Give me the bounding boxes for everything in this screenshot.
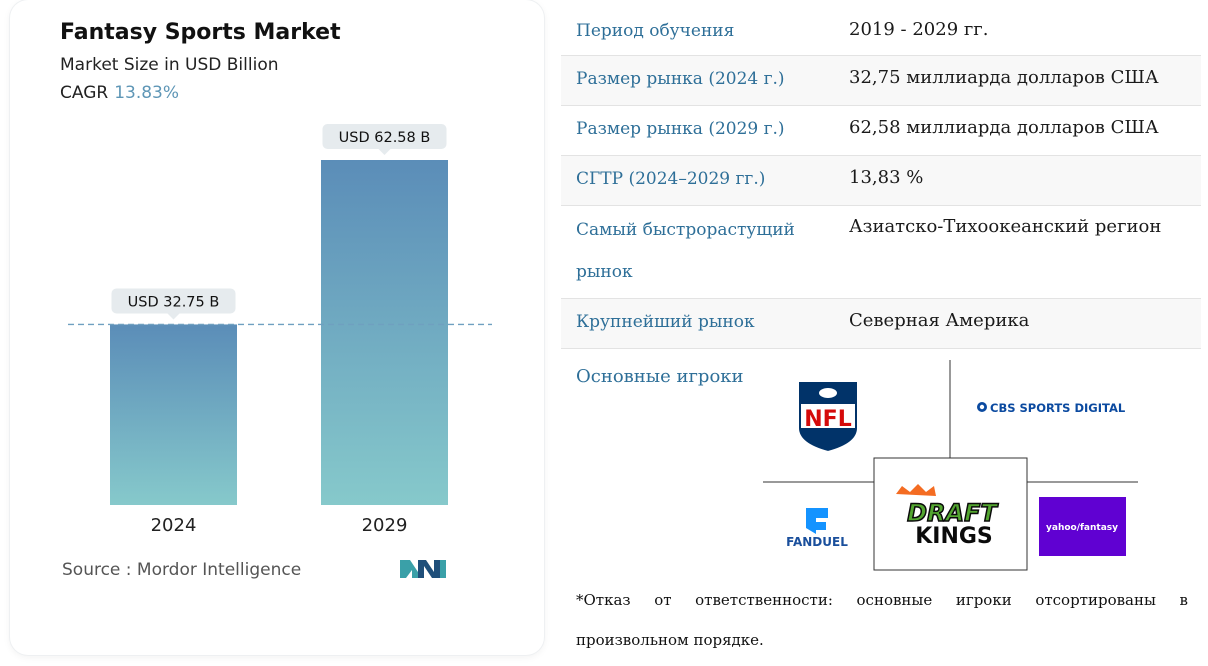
data-label-pointer — [378, 149, 391, 155]
fanduel-logo-text: FANDUEL — [786, 535, 848, 549]
cagr-label: CAGR — [60, 83, 109, 103]
spec-row: Самый быстрорастущий рынок Азиатско-Тихоо… — [561, 206, 1201, 299]
spec-key: СГТР (2024–2029 гг.) — [576, 169, 766, 189]
draftkings-logo-bottom: KINGS — [915, 524, 993, 549]
disclaimer: *Отказ от ответственности: основные игро… — [576, 591, 1188, 649]
spec-key: Размер рынка (2024 г.) — [576, 69, 785, 89]
chart-subtitle: Market Size in USD Billion — [60, 55, 279, 75]
cbs-logo-text: CBS SPORTS DIGITAL — [990, 401, 1126, 415]
market-chart-card — [10, 0, 544, 655]
key-players-label: Основные игроки — [576, 366, 744, 387]
spec-row: Размер рынка (2029 г.) 62,58 миллиарда до… — [561, 106, 1201, 156]
data-label: USD 32.75 B — [128, 294, 220, 310]
source-text: Source : Mordor Intelligence — [62, 560, 302, 580]
spec-row: Период обучения 2019 - 2029 гг. — [561, 8, 1201, 56]
market-specs-table: Период обучения 2019 - 2029 гг. Размер рын… — [561, 8, 1201, 349]
draftkings-logo-top: DRAFT — [907, 499, 998, 527]
bar-chart: USD 32.75 B 2024 USD 62.58 B 2029 — [68, 124, 492, 536]
mordor-intelligence-logo — [400, 560, 446, 578]
yahoo-logo-text: yahoo/fantasy — [1046, 523, 1118, 533]
spec-row: Крупнейший рынок Северная Америка — [561, 299, 1201, 349]
spec-value: 2019 - 2029 гг. — [849, 19, 989, 40]
spec-key: Крупнейший рынок — [576, 312, 755, 332]
spec-value: 32,75 миллиарда долларов США — [849, 67, 1159, 88]
cagr: CAGR 13.83% — [60, 83, 179, 103]
data-label-bg — [322, 124, 447, 149]
yahoo-fantasy-logo: yahoo/fantasy — [1039, 497, 1126, 556]
fanduel-logo: FANDUEL — [786, 508, 848, 549]
spec-key: Размер рынка (2029 г.) — [576, 119, 785, 139]
center-logo-box — [873, 457, 1028, 571]
spec-value: Северная Америка — [849, 310, 1030, 331]
spec-value: Азиатско-Тихоокеанский регион — [849, 216, 1162, 237]
data-label-bg — [111, 288, 236, 314]
x-tick-label: 2029 — [362, 515, 408, 536]
nfl-logo-text: NFL — [804, 407, 851, 432]
spec-row: Размер рынка (2024 г.) 32,75 миллиарда до… — [561, 56, 1201, 106]
data-label-pointer — [167, 313, 180, 320]
cagr-value: 13.83% — [114, 83, 180, 103]
nfl-logo: NFL — [797, 380, 859, 454]
spec-value: 13,83 % — [849, 167, 924, 188]
data-label: USD 62.58 B — [339, 130, 431, 146]
cbs-sports-digital-logo: CBS SPORTS DIGITAL — [977, 401, 1126, 415]
spec-key: Период обучения — [576, 21, 735, 41]
bar — [321, 160, 448, 505]
x-tick-label: 2024 — [151, 515, 197, 536]
chart-title: Fantasy Sports Market — [60, 20, 341, 45]
spec-key: Самый быстрорастущий рынок — [576, 220, 795, 282]
spec-row: СГТР (2024–2029 гг.) 13,83 % — [561, 156, 1201, 206]
spec-value: 62,58 миллиарда долларов США — [849, 117, 1159, 138]
bar — [110, 324, 237, 505]
draftkings-logo: DRAFT KINGS — [896, 484, 999, 549]
